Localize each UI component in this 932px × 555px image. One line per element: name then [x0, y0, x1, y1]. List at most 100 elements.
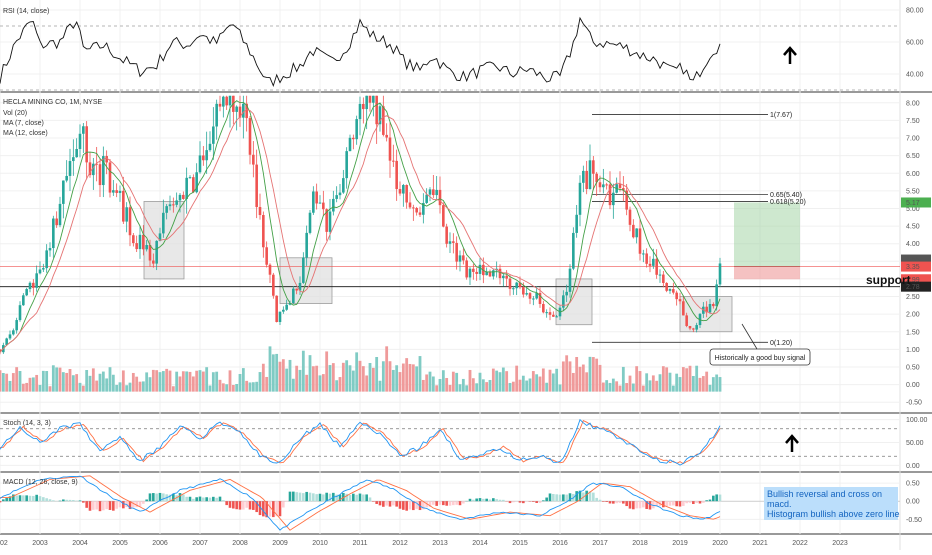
macd-histogram-bar [715, 494, 718, 501]
volume-bar [685, 368, 688, 391]
volume-bar [319, 375, 322, 391]
macd-histogram-bar [202, 498, 205, 502]
volume-bar [529, 378, 532, 391]
macd-histogram-bar [459, 501, 462, 505]
volume-bar [412, 364, 415, 391]
candle-body [315, 191, 318, 203]
volume-bar [322, 374, 325, 392]
macd-histogram-bar [42, 497, 45, 501]
macd-histogram-bar [295, 492, 298, 501]
volume-bar [692, 376, 695, 392]
candle-body [109, 162, 112, 192]
candle-body [655, 259, 658, 275]
volume-bar [205, 367, 208, 391]
volume-bar [182, 371, 185, 391]
macd-histogram-bar [229, 501, 232, 508]
volume-bar [135, 377, 138, 392]
candle-body [492, 270, 495, 276]
volume-bar [385, 346, 388, 391]
volume-bar [459, 384, 462, 391]
volume-bar [649, 380, 652, 391]
candle-body [352, 138, 355, 139]
macd-tick-0.50: 0.50 [906, 481, 920, 488]
volume-bar [285, 369, 288, 392]
candle-body [42, 268, 45, 269]
price-tick-1.50: 1.50 [906, 329, 920, 336]
price-badge-text-2: 3.35 [906, 264, 920, 271]
candle-body [505, 276, 508, 279]
stoch-tick-50.00: 50.00 [906, 440, 924, 447]
x-tick-label-2016: 2016 [552, 540, 568, 547]
macd-histogram-bar [352, 494, 355, 502]
volume-bar [82, 386, 85, 392]
volume-bar [429, 372, 432, 392]
macd-histogram-bar [299, 493, 302, 502]
candle-body [49, 248, 52, 250]
volume-bar [425, 374, 428, 391]
volume-bar [325, 351, 328, 391]
macd-histogram-bar [59, 501, 62, 502]
macd-histogram-bar [252, 501, 255, 510]
macd-histogram-bar [375, 501, 378, 504]
volume-bar [339, 377, 342, 392]
volume-bar [105, 378, 108, 391]
macd-histogram-bar [692, 501, 695, 504]
candle-body [372, 96, 375, 103]
macd-histogram-bar [462, 501, 465, 503]
volume-bar [615, 381, 618, 391]
macd-histogram-bar [702, 501, 705, 503]
candle-body [122, 191, 125, 222]
macd-histogram-bar [435, 501, 438, 506]
macd-histogram-bar [535, 501, 538, 503]
macd-note-line-3: Histogram bullish above zero line [767, 509, 900, 519]
candle-body [392, 161, 395, 162]
volume-bar [2, 373, 5, 392]
macd-histogram-bar [595, 498, 598, 501]
volume-bar [272, 354, 275, 391]
candle-body [619, 184, 622, 188]
candle-body [155, 241, 158, 264]
candle-body [19, 305, 22, 320]
macd-histogram-bar [385, 501, 388, 505]
volume-bar [599, 365, 602, 392]
macd-histogram-bar [269, 501, 272, 516]
macd-histogram-bar [95, 501, 98, 509]
candle-body [172, 204, 175, 205]
candle-body [142, 235, 145, 250]
candle-body [162, 213, 165, 234]
volume-bar [19, 371, 22, 392]
candle-body [309, 213, 312, 233]
volume-bar [99, 374, 102, 392]
candle-body [499, 269, 502, 278]
candle-body [35, 273, 38, 288]
volume-bar [392, 370, 395, 392]
macd-histogram-bar [319, 494, 322, 501]
candle-body [269, 265, 272, 275]
volume-bar [122, 370, 125, 391]
volume-bar [259, 372, 262, 392]
macd-histogram-bar [602, 501, 605, 502]
x-tick-label-2009: 2009 [272, 540, 288, 547]
legend-ma12: MA (12, close) [3, 130, 48, 137]
volume-bar [562, 361, 565, 391]
volume-bar [5, 374, 8, 392]
candle-body [365, 96, 368, 109]
candle-body [255, 165, 258, 207]
volume-bar [0, 370, 1, 391]
price-tick-2.00: 2.00 [906, 312, 920, 319]
candle-body [645, 253, 648, 263]
macd-histogram-bar [45, 498, 48, 501]
candle-body [235, 107, 238, 112]
macd-histogram-bar [242, 501, 245, 509]
volume-bar [219, 380, 222, 392]
macd-histogram-bar [365, 494, 368, 501]
x-tick-label-2018: 2018 [632, 540, 648, 547]
macd-histogram-bar [232, 501, 235, 508]
volume-bar [572, 373, 575, 392]
candle-body [215, 104, 218, 127]
candle-body [712, 304, 715, 306]
macd-histogram-bar [185, 497, 188, 501]
long-position-target [734, 202, 800, 266]
